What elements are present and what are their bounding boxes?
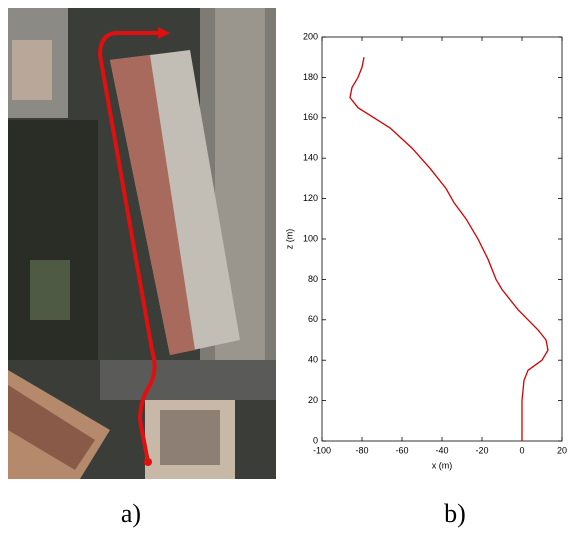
x-tick-label: -100 [313, 445, 331, 455]
plot-frame [321, 36, 563, 442]
x-tick-label: -40 [435, 445, 448, 455]
y-tick-label: 140 [303, 153, 318, 163]
x-tick-label: -60 [395, 445, 408, 455]
y-tick-label: 200 [303, 31, 318, 41]
x-axis-label: x (m) [432, 460, 453, 470]
y-tick-label: 100 [303, 233, 318, 243]
data-line [349, 57, 549, 441]
y-tick-label: 80 [308, 274, 318, 284]
y-tick-label: 180 [303, 72, 318, 82]
x-tick-label: 20 [557, 445, 567, 455]
y-tick-label: 60 [308, 314, 318, 324]
y-tick-label: 160 [303, 112, 318, 122]
aerial-photo [8, 8, 276, 479]
x-tick-label: -20 [475, 445, 488, 455]
x-tick-label: -80 [355, 445, 368, 455]
y-tick-label: 40 [308, 355, 318, 365]
y-tick-label: 0 [313, 435, 318, 445]
x-tick-label: 0 [519, 445, 524, 455]
caption: b) [444, 499, 466, 528]
y-tick-label: 120 [303, 193, 318, 203]
y-tick-label: 20 [308, 395, 318, 405]
caption: a) [121, 499, 141, 528]
y-axis-label: z (m) [284, 229, 294, 250]
